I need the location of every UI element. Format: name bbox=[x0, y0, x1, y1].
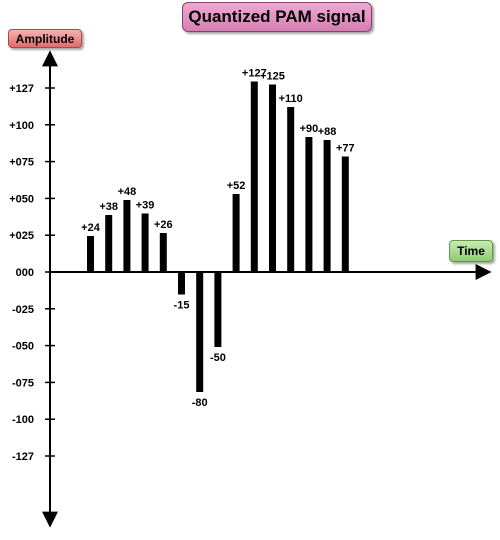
y-tick-label: -050 bbox=[12, 341, 34, 353]
bar-value-label: +125 bbox=[260, 71, 285, 83]
bar bbox=[214, 272, 222, 347]
y-tick-label: -075 bbox=[12, 377, 34, 389]
y-tick-label: +050 bbox=[9, 193, 34, 205]
y-tick-label: -127 bbox=[12, 451, 34, 463]
bar-value-label: +88 bbox=[318, 126, 337, 138]
bar-value-label: -50 bbox=[210, 352, 226, 364]
y-tick-label: +025 bbox=[9, 230, 34, 242]
y-tick-label: +127 bbox=[9, 83, 34, 95]
chart-title: Quantized PAM signal bbox=[182, 2, 372, 32]
bar bbox=[178, 272, 185, 295]
bar bbox=[341, 156, 349, 272]
y-tick-label: +100 bbox=[9, 120, 34, 132]
bar bbox=[196, 272, 204, 392]
bar-value-label: +127 bbox=[242, 68, 267, 80]
bar bbox=[123, 200, 131, 272]
bar bbox=[250, 81, 258, 272]
x-axis-label: Time bbox=[449, 240, 493, 262]
bar-value-label: -80 bbox=[192, 397, 208, 409]
bar-value-label: +26 bbox=[154, 219, 173, 231]
bar bbox=[159, 233, 167, 272]
bar-value-label: +38 bbox=[99, 201, 118, 213]
bar-value-label: +110 bbox=[279, 93, 303, 105]
bar bbox=[105, 215, 113, 272]
bar-value-label: +24 bbox=[81, 222, 101, 234]
bar-value-label: -15 bbox=[174, 300, 190, 312]
y-tick-label: 000 bbox=[16, 267, 34, 279]
bar bbox=[269, 84, 276, 272]
y-tick-label: -100 bbox=[12, 414, 34, 426]
bar-value-label: +52 bbox=[227, 180, 246, 192]
y-axis-label: Amplitude bbox=[8, 29, 82, 48]
bar bbox=[141, 213, 149, 272]
bar-value-label: +77 bbox=[336, 143, 355, 155]
y-tick-label: +075 bbox=[9, 157, 34, 169]
bar bbox=[87, 236, 94, 272]
bar bbox=[287, 107, 295, 272]
bar bbox=[323, 140, 331, 272]
bar bbox=[232, 194, 240, 272]
bar bbox=[305, 137, 313, 272]
y-tick-label: -025 bbox=[12, 304, 34, 316]
bar-value-label: +39 bbox=[136, 200, 155, 212]
bar-value-label: +90 bbox=[300, 123, 319, 135]
bar-value-label: +48 bbox=[118, 186, 137, 198]
